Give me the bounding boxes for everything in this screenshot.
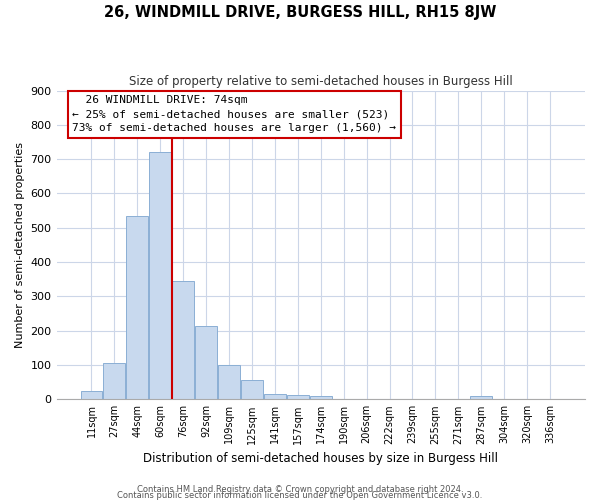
Bar xyxy=(195,326,217,400)
X-axis label: Distribution of semi-detached houses by size in Burgess Hill: Distribution of semi-detached houses by … xyxy=(143,452,498,465)
Text: Contains HM Land Registry data © Crown copyright and database right 2024.: Contains HM Land Registry data © Crown c… xyxy=(137,484,463,494)
Text: Contains public sector information licensed under the Open Government Licence v3: Contains public sector information licen… xyxy=(118,490,482,500)
Bar xyxy=(80,390,103,400)
Bar xyxy=(264,394,286,400)
Bar xyxy=(103,364,125,400)
Bar xyxy=(149,152,171,400)
Y-axis label: Number of semi-detached properties: Number of semi-detached properties xyxy=(15,142,25,348)
Bar xyxy=(287,395,309,400)
Bar xyxy=(127,216,148,400)
Text: 26, WINDMILL DRIVE, BURGESS HILL, RH15 8JW: 26, WINDMILL DRIVE, BURGESS HILL, RH15 8… xyxy=(104,5,496,20)
Bar xyxy=(172,281,194,400)
Bar xyxy=(470,396,492,400)
Title: Size of property relative to semi-detached houses in Burgess Hill: Size of property relative to semi-detach… xyxy=(129,75,512,88)
Bar xyxy=(218,365,240,400)
Bar xyxy=(310,396,332,400)
Bar xyxy=(241,380,263,400)
Text: 26 WINDMILL DRIVE: 74sqm  
← 25% of semi-detached houses are smaller (523)
73% o: 26 WINDMILL DRIVE: 74sqm ← 25% of semi-d… xyxy=(73,95,397,133)
